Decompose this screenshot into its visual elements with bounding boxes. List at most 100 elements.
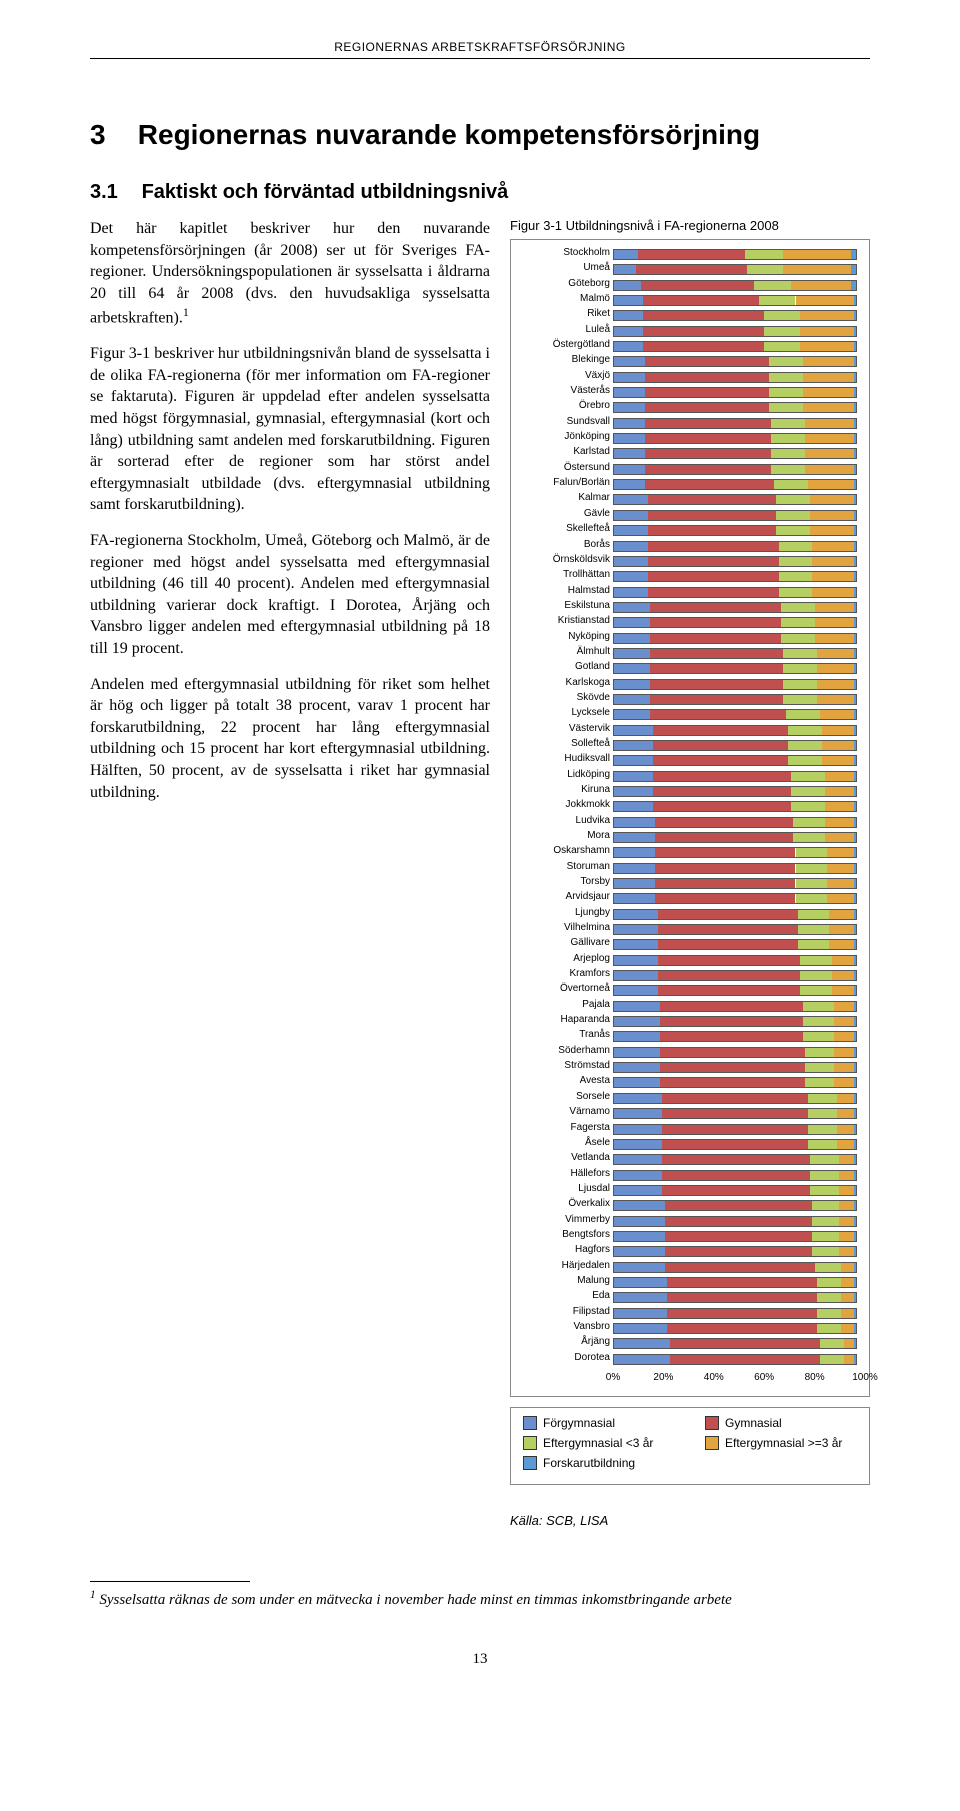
bar-segment xyxy=(747,265,783,274)
legend-item: Gymnasial xyxy=(705,1416,857,1430)
bar-segment xyxy=(841,1263,853,1272)
legend-swatch xyxy=(705,1436,719,1450)
bar-stack xyxy=(613,310,857,321)
bar-segment xyxy=(803,373,854,382)
bar-segment xyxy=(854,1171,856,1180)
bar-segment xyxy=(781,603,815,612)
bar-stack xyxy=(613,571,857,582)
bar-segment xyxy=(614,680,650,689)
bar-segment xyxy=(614,741,653,750)
bar-segment xyxy=(614,296,643,305)
bar-segment xyxy=(769,373,803,382)
bar-label: Hällefors xyxy=(520,1168,610,1179)
bar-segment xyxy=(788,726,822,735)
bar-stack xyxy=(613,587,857,598)
bar-stack xyxy=(613,280,857,291)
bar-segment xyxy=(791,802,825,811)
bar-segment xyxy=(655,879,795,888)
bar-stack xyxy=(613,817,857,828)
bar-stack xyxy=(613,694,857,705)
bar-segment xyxy=(854,1247,856,1256)
bar-label: Stockholm xyxy=(520,247,610,258)
bar-segment xyxy=(839,1247,854,1256)
bar-label: Torsby xyxy=(520,876,610,887)
bar-segment xyxy=(805,1063,834,1072)
bar-row: Vansbro xyxy=(515,1322,865,1337)
bar-row: Jönköping xyxy=(515,432,865,447)
bar-segment xyxy=(817,649,853,658)
bar-segment xyxy=(829,925,853,934)
bar-segment xyxy=(854,1232,856,1241)
bar-segment xyxy=(783,664,817,673)
bar-stack xyxy=(613,295,857,306)
bar-label: Lidköping xyxy=(520,769,610,780)
bar-row: Pajala xyxy=(515,1000,865,1015)
bar-segment xyxy=(820,1339,844,1348)
bar-row: Halmstad xyxy=(515,586,865,601)
bar-segment xyxy=(812,572,853,581)
bar-row: Filipstad xyxy=(515,1307,865,1322)
bar-row: Årjäng xyxy=(515,1337,865,1352)
bar-segment xyxy=(614,1263,665,1272)
bar-segment xyxy=(658,956,801,965)
bar-stack xyxy=(613,402,857,413)
bar-label: Kalmar xyxy=(520,492,610,503)
bar-segment xyxy=(854,1186,856,1195)
footnote-number: 1 xyxy=(90,1589,96,1601)
bar-label: Åsele xyxy=(520,1137,610,1148)
bar-segment xyxy=(851,281,856,290)
bar-stack xyxy=(613,617,857,628)
bar-segment xyxy=(783,680,817,689)
bar-segment xyxy=(769,403,803,412)
bar-segment xyxy=(825,787,854,796)
bar-segment xyxy=(810,526,854,535)
bar-segment xyxy=(645,465,771,474)
bar-segment xyxy=(854,1201,856,1210)
bar-stack xyxy=(613,909,857,920)
bar-label: Falun/Borlän xyxy=(520,477,610,488)
bar-stack xyxy=(613,1277,857,1288)
bar-segment xyxy=(636,265,747,274)
bar-segment xyxy=(614,1017,660,1026)
bar-stack xyxy=(613,1016,857,1027)
bar-segment xyxy=(783,649,817,658)
bar-segment xyxy=(854,1263,856,1272)
bar-segment xyxy=(653,787,791,796)
bar-stack xyxy=(613,494,857,505)
two-column-layout: Det här kapitlet beskriver hur den nuvar… xyxy=(90,218,870,1541)
bar-label: Gotland xyxy=(520,661,610,672)
bar-row: Storuman xyxy=(515,862,865,877)
bar-segment xyxy=(829,910,853,919)
bar-segment xyxy=(854,1217,856,1226)
bar-row: Blekinge xyxy=(515,355,865,370)
bar-segment xyxy=(812,1247,839,1256)
bar-label: Kramfors xyxy=(520,968,610,979)
bar-segment xyxy=(614,403,645,412)
figure-column: Figur 3-1 Utbildningsnivå i FA-regionern… xyxy=(510,218,870,1541)
bar-stack xyxy=(613,264,857,275)
bar-stack xyxy=(613,939,857,950)
bar-label: Malmö xyxy=(520,293,610,304)
bar-stack xyxy=(613,464,857,475)
bar-label: Karlstad xyxy=(520,446,610,457)
bar-row: Stockholm xyxy=(515,248,865,263)
bar-segment xyxy=(810,1155,839,1164)
bar-segment xyxy=(779,572,813,581)
bar-label: Dorotea xyxy=(520,1352,610,1363)
bar-label: Sorsele xyxy=(520,1091,610,1102)
bar-segment xyxy=(781,618,815,627)
bar-segment xyxy=(614,894,655,903)
bar-segment xyxy=(614,1078,660,1087)
bar-row: Hagfors xyxy=(515,1245,865,1260)
bar-segment xyxy=(653,802,791,811)
x-axis-tick: 20% xyxy=(653,1372,673,1383)
body-text-column: Det här kapitlet beskriver hur den nuvar… xyxy=(90,218,490,817)
bar-segment xyxy=(614,1247,665,1256)
bar-segment xyxy=(614,373,645,382)
bar-segment xyxy=(822,756,853,765)
bar-segment xyxy=(808,1125,837,1134)
bar-row: Ljusdal xyxy=(515,1184,865,1199)
bar-segment xyxy=(614,1109,662,1118)
legend-swatch xyxy=(523,1456,537,1470)
running-head: REGIONERNAS ARBETSKRAFTSFÖRSÖRJNING xyxy=(90,40,870,59)
